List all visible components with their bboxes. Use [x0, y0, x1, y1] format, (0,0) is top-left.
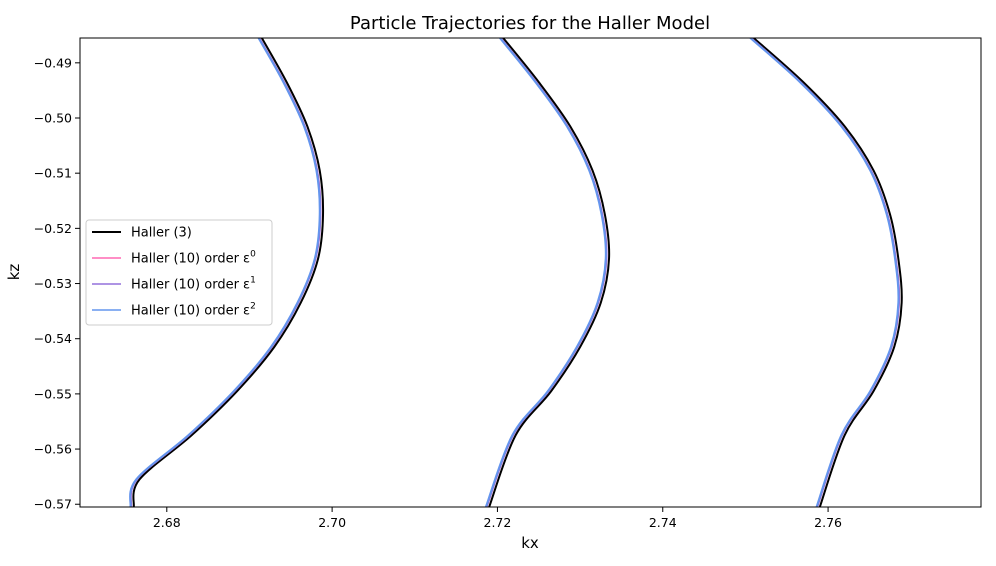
- y-tick-label: −0.52: [34, 221, 72, 236]
- x-tick-label: 2.68: [153, 515, 181, 530]
- x-tick-label: 2.72: [484, 515, 512, 530]
- x-axis: 2.68 2.70 2.72 2.74 2.76: [153, 507, 842, 530]
- y-axis-label: kz: [5, 264, 23, 281]
- x-tick-label: 2.70: [318, 515, 346, 530]
- y-tick-label: −0.56: [34, 442, 72, 457]
- series-layer: [129, 38, 903, 507]
- series-3-arc-0-line: [129, 38, 321, 507]
- x-axis-label: kx: [521, 534, 539, 552]
- y-tick-label: −0.55: [34, 386, 72, 401]
- y-tick-label: −0.54: [34, 331, 72, 346]
- legend-label-1: Haller (10) order ε0: [131, 250, 256, 267]
- y-tick-label: −0.49: [34, 55, 72, 70]
- y-tick-label: −0.57: [34, 497, 72, 512]
- plot-frame: [79, 37, 982, 508]
- series-0-arc-2-line: [752, 38, 903, 507]
- legend-label-2: Haller (10) order ε1: [131, 276, 256, 293]
- series-3-arc-2-line: [749, 38, 900, 507]
- legend: Haller (3) Haller (10) order ε0 Haller (10…: [85, 219, 273, 326]
- x-tick-label: 2.74: [649, 515, 677, 530]
- series-1-arc-1-line: [485, 38, 608, 507]
- x-tick-label: 2.76: [814, 515, 842, 530]
- series-0-arc-1-line: [488, 38, 611, 507]
- legend-label-superscript: 2: [250, 302, 256, 312]
- series-3-arc-1-line: [484, 38, 607, 507]
- y-tick-label: −0.51: [34, 166, 72, 181]
- series-2-arc-1-line: [485, 38, 608, 507]
- legend-box: [85, 219, 273, 326]
- legend-label-3: Haller (10) order ε2: [131, 302, 256, 319]
- series-0-arc-0-line: [132, 38, 325, 507]
- legend-label-superscript: 1: [250, 276, 256, 286]
- legend-label-superscript: 0: [250, 250, 256, 260]
- legend-label-0: Haller (3): [131, 226, 192, 241]
- y-axis: −0.49 −0.50 −0.51 −0.52 −0.53 −0.54 −0.55 −0.56…: [34, 55, 80, 512]
- chart-title: Particle Trajectories for the Haller Mod…: [350, 13, 710, 34]
- y-tick-label: −0.50: [34, 111, 72, 126]
- y-tick-label: −0.53: [34, 276, 72, 291]
